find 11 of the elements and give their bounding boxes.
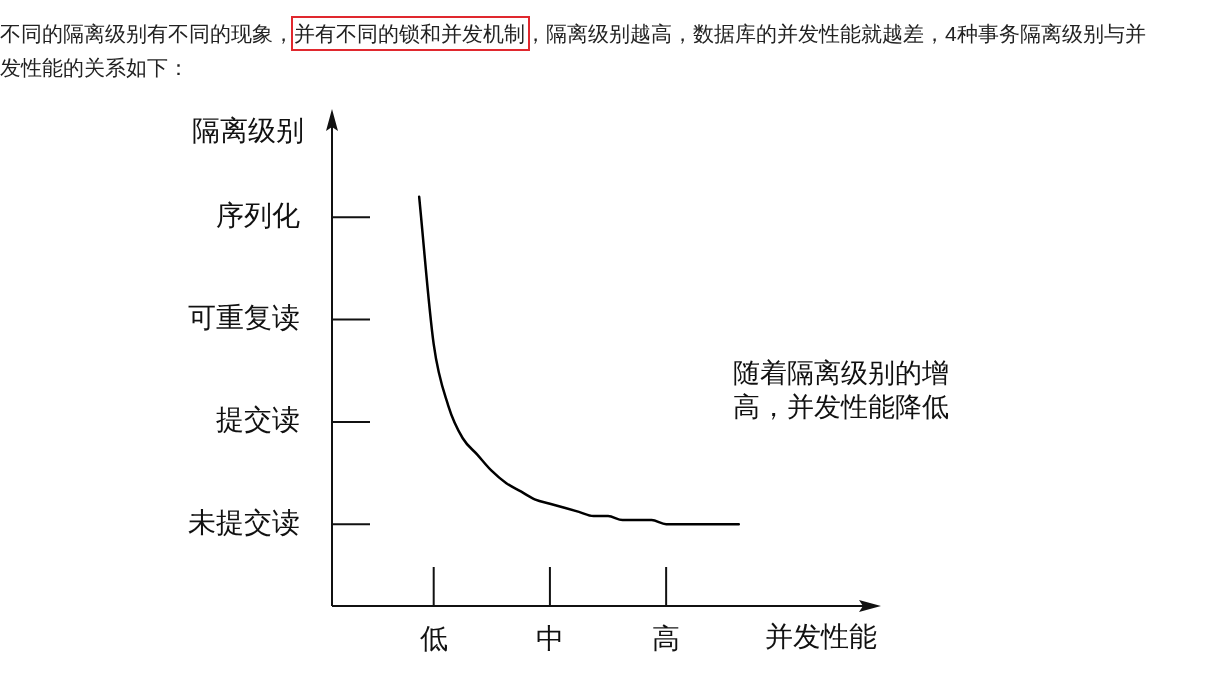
chart-title: 不同的隔离级别有不同的现象，并有不同的锁和并发机制，隔离级别越高，数据库的并发性能就越差，4种事务隔离级别与并发性能的关系如下： <box>0 21 1147 81</box>
x-tick-label: 高 <box>652 623 681 655</box>
text: 未提交读 <box>188 506 300 538</box>
x-tick-label: 中 <box>535 623 564 655</box>
text: 序列化 <box>216 199 300 231</box>
text: 可重复读 <box>188 301 300 333</box>
text: 提交读 <box>216 404 300 436</box>
y-axis-title: 隔离级别 <box>192 115 304 147</box>
x-axis-title: 并发性能 <box>765 621 877 653</box>
annotation: 随着隔离级别的增高，并发性能降低 <box>733 357 950 424</box>
x-tick-label: 低 <box>419 623 448 655</box>
